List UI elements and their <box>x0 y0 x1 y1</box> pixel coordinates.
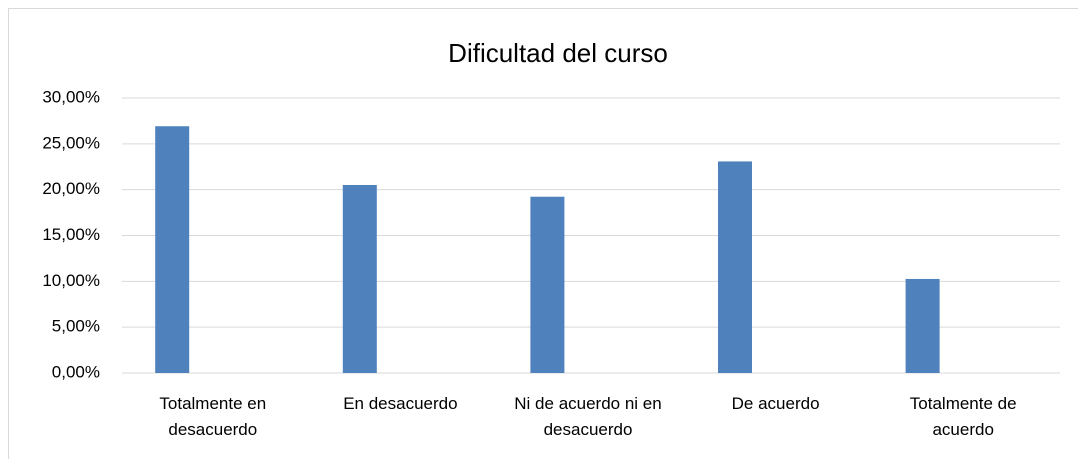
x-tick-label: En desacuerdo <box>343 394 458 413</box>
bar <box>342 184 377 373</box>
chart-title: Dificultad del curso <box>448 38 668 68</box>
y-tick-label: 5,00% <box>52 317 100 336</box>
chart-border <box>8 8 1078 459</box>
x-tick-label: Totalmente en desacuerdo <box>159 394 267 439</box>
y-tick-label: 25,00% <box>42 133 100 152</box>
x-tick-label: Ni de acuerdo ni en desacuerdo <box>514 394 662 439</box>
y-tick-label: 20,00% <box>42 179 100 198</box>
x-tick-label: Totalmente de acuerdo <box>909 394 1017 439</box>
y-tick-label: 15,00% <box>42 225 100 244</box>
bar <box>530 196 565 373</box>
bar <box>718 161 753 373</box>
bar <box>155 126 190 373</box>
y-tick-label: 10,00% <box>42 271 100 290</box>
y-tick-label: 0,00% <box>52 362 100 381</box>
bar <box>905 278 940 373</box>
x-tick-label: De acuerdo <box>731 394 820 413</box>
y-tick-label: 30,00% <box>42 87 100 106</box>
